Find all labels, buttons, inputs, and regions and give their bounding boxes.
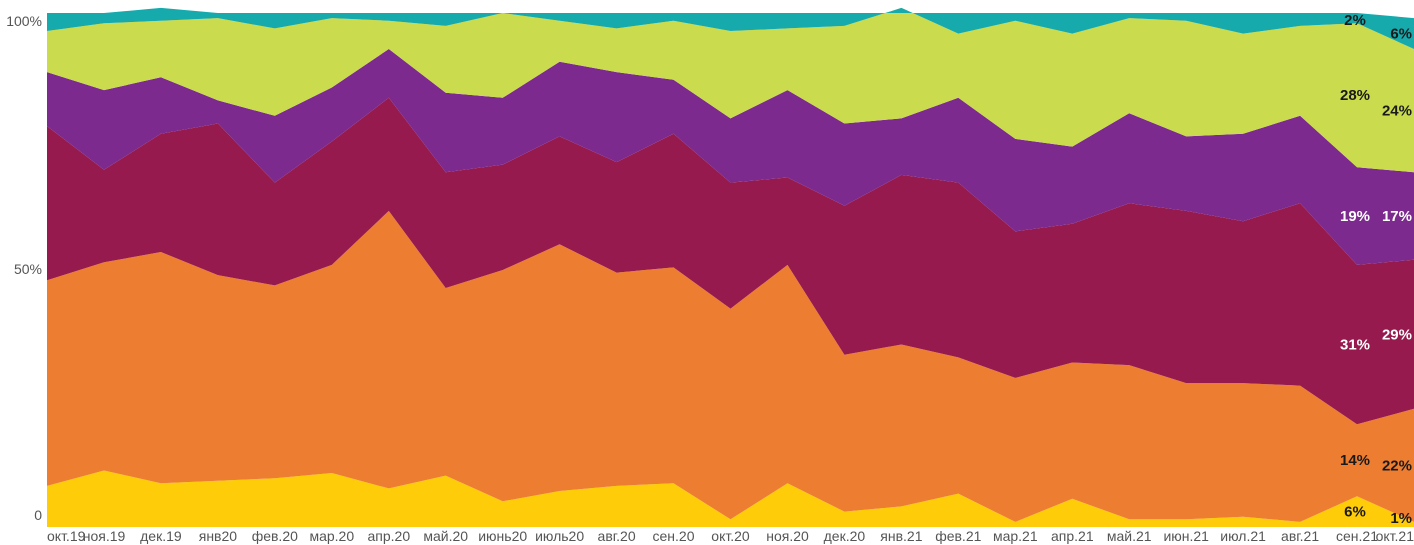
y-tick-label: 100% bbox=[6, 13, 42, 29]
x-tick-label: дек.19 bbox=[140, 528, 182, 544]
data-labels: 6% 1% 14% 22% 31% 29% 19% 17% 28% 24% 2% 6% bbox=[1340, 12, 1412, 527]
x-tick-label: июнь20 bbox=[478, 528, 527, 544]
x-tick-label: янв20 bbox=[199, 528, 238, 544]
x-tick-label: сен.20 bbox=[653, 528, 695, 544]
data-label: 22% bbox=[1382, 457, 1412, 474]
y-tick-label: 0 bbox=[34, 507, 42, 523]
area-series-4 bbox=[47, 49, 1414, 265]
data-label: 2% bbox=[1344, 12, 1366, 29]
x-tick-label: мар.21 bbox=[993, 528, 1038, 544]
x-tick-label: авг.21 bbox=[1281, 528, 1319, 544]
x-tick-label: апр.20 bbox=[367, 528, 410, 544]
x-tick-label: сен.21 bbox=[1336, 528, 1378, 544]
x-tick-label: авг.20 bbox=[598, 528, 636, 544]
x-tick-label: окт.21 bbox=[1376, 528, 1414, 544]
x-tick-label: фев.21 bbox=[935, 528, 981, 544]
x-tick-label: окт.20 bbox=[711, 528, 750, 544]
y-axis: 0 50% 100% bbox=[6, 13, 42, 523]
x-tick-label: окт.19 bbox=[47, 528, 86, 544]
data-label: 29% bbox=[1382, 326, 1412, 343]
area-series-3 bbox=[47, 97, 1414, 425]
area-series-6 bbox=[47, 7, 1414, 49]
data-label: 31% bbox=[1340, 337, 1370, 354]
data-label: 17% bbox=[1382, 208, 1412, 225]
data-label: 6% bbox=[1390, 26, 1412, 43]
x-tick-label: июль20 bbox=[535, 528, 584, 544]
x-tick-label: ноя.19 bbox=[83, 528, 126, 544]
data-label: 28% bbox=[1340, 87, 1370, 104]
data-label: 24% bbox=[1382, 103, 1412, 120]
x-tick-label: май.21 bbox=[1107, 528, 1152, 544]
chart-areas bbox=[47, 7, 1414, 527]
x-tick-label: ноя.20 bbox=[766, 528, 809, 544]
x-tick-label: апр.21 bbox=[1051, 528, 1094, 544]
x-tick-label: дек.20 bbox=[824, 528, 866, 544]
data-label: 14% bbox=[1340, 452, 1370, 469]
x-tick-label: май.20 bbox=[423, 528, 468, 544]
x-tick-label: июл.21 bbox=[1220, 528, 1266, 544]
x-tick-label: мар.20 bbox=[309, 528, 354, 544]
x-tick-label: фев.20 bbox=[252, 528, 298, 544]
x-tick-label: янв.21 bbox=[880, 528, 922, 544]
data-label: 19% bbox=[1340, 208, 1370, 225]
data-label: 6% bbox=[1344, 504, 1366, 521]
data-label: 1% bbox=[1390, 510, 1412, 527]
area-series-2 bbox=[47, 210, 1414, 522]
area-series-1 bbox=[47, 470, 1414, 527]
x-tick-label: июн.21 bbox=[1163, 528, 1209, 544]
y-tick-label: 50% bbox=[14, 261, 42, 277]
area-series-5 bbox=[47, 7, 1414, 173]
